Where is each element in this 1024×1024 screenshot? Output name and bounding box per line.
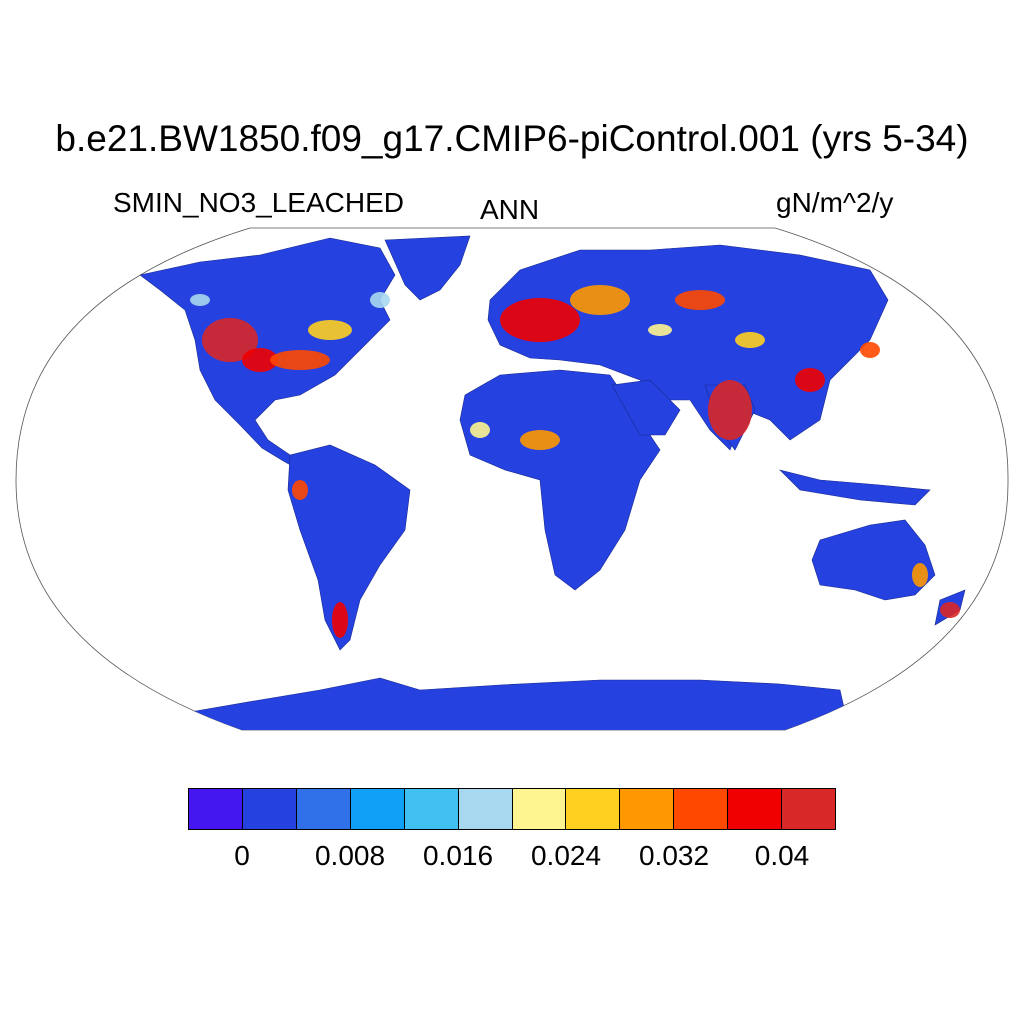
hotspot bbox=[470, 422, 490, 438]
period-label: ANN bbox=[480, 194, 540, 225]
colorbar-tick-label: 0.04 bbox=[754, 840, 810, 871]
hotspot bbox=[570, 285, 630, 315]
colorbar-swatch bbox=[242, 789, 297, 829]
hotspot bbox=[795, 368, 825, 392]
hotspot bbox=[940, 602, 960, 618]
hotspot bbox=[912, 563, 928, 587]
colorbar-swatch bbox=[458, 789, 513, 829]
colorbar-swatch bbox=[512, 789, 567, 829]
plot-title: b.e21.BW1850.f09_g17.CMIP6-piControl.001… bbox=[55, 118, 969, 159]
hotspot bbox=[242, 348, 278, 372]
variable-label: SMIN_NO3_LEACHED bbox=[113, 187, 404, 218]
colorbar-swatch bbox=[189, 789, 243, 829]
colorbar-swatch bbox=[350, 789, 405, 829]
indonesia bbox=[779, 469, 931, 506]
colorbar bbox=[188, 788, 836, 830]
colorbar-tick-label: 0.016 bbox=[422, 840, 494, 871]
colorbar-swatch bbox=[620, 789, 675, 829]
hotspot bbox=[735, 332, 765, 348]
arabia bbox=[611, 379, 681, 436]
hotspot bbox=[675, 290, 725, 310]
colorbar-swatch bbox=[782, 789, 836, 829]
hotspot-layer bbox=[190, 285, 960, 638]
africa bbox=[459, 369, 661, 591]
hotspot bbox=[860, 342, 880, 358]
colorbar-swatch bbox=[296, 789, 351, 829]
hotspot bbox=[648, 324, 672, 336]
units-label: gN/m^2/y bbox=[776, 187, 894, 218]
colorbar-swatch bbox=[566, 789, 621, 829]
hotspot bbox=[500, 298, 580, 342]
hotspot bbox=[190, 294, 210, 306]
greenland bbox=[384, 235, 471, 301]
colorbar-tick-label: 0.024 bbox=[530, 840, 602, 871]
hotspot bbox=[332, 602, 348, 638]
colorbar-tick-label: 0.008 bbox=[314, 840, 386, 871]
hotspot bbox=[292, 480, 308, 500]
hotspot bbox=[370, 292, 390, 308]
colorbar-swatch bbox=[674, 789, 729, 829]
hotspot bbox=[270, 350, 330, 370]
colorbar-swatch bbox=[404, 789, 459, 829]
antarctica bbox=[189, 677, 846, 730]
hotspot bbox=[520, 430, 560, 450]
hotspot bbox=[308, 320, 352, 340]
south-america bbox=[287, 444, 411, 651]
australia bbox=[811, 519, 936, 601]
colorbar-tick-label: 0 bbox=[234, 840, 250, 871]
colorbar-swatch bbox=[728, 789, 783, 829]
colorbar-tick-label: 0.032 bbox=[638, 840, 710, 871]
hotspot bbox=[708, 380, 752, 440]
hotspot bbox=[202, 318, 258, 362]
